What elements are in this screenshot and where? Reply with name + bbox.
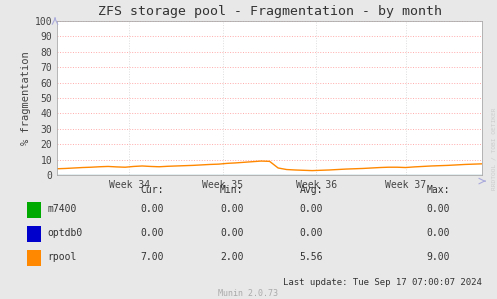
Text: 0.00: 0.00 <box>300 204 323 214</box>
Text: 0.00: 0.00 <box>300 228 323 238</box>
Text: Munin 2.0.73: Munin 2.0.73 <box>219 289 278 298</box>
Text: 2.00: 2.00 <box>220 252 244 262</box>
Text: Min:: Min: <box>220 185 244 195</box>
Text: 0.00: 0.00 <box>220 204 244 214</box>
Text: 7.00: 7.00 <box>141 252 164 262</box>
Title: ZFS storage pool - Fragmentation - by month: ZFS storage pool - Fragmentation - by mo… <box>97 5 442 18</box>
Text: 0.00: 0.00 <box>141 228 164 238</box>
Text: 0.00: 0.00 <box>220 228 244 238</box>
Text: Last update: Tue Sep 17 07:00:07 2024: Last update: Tue Sep 17 07:00:07 2024 <box>283 278 482 287</box>
Text: 5.56: 5.56 <box>300 252 323 262</box>
Text: 0.00: 0.00 <box>426 228 450 238</box>
Text: Max:: Max: <box>426 185 450 195</box>
Text: Cur:: Cur: <box>141 185 164 195</box>
Text: optdb0: optdb0 <box>47 228 83 238</box>
Text: 0.00: 0.00 <box>426 204 450 214</box>
Text: Avg:: Avg: <box>300 185 323 195</box>
Text: rpool: rpool <box>47 252 77 262</box>
Text: RRDTOOL / TOBI OETIKER: RRDTOOL / TOBI OETIKER <box>491 108 496 190</box>
Text: 0.00: 0.00 <box>141 204 164 214</box>
Y-axis label: % fragmentation: % fragmentation <box>20 51 30 145</box>
Text: 9.00: 9.00 <box>426 252 450 262</box>
Text: m7400: m7400 <box>47 204 77 214</box>
